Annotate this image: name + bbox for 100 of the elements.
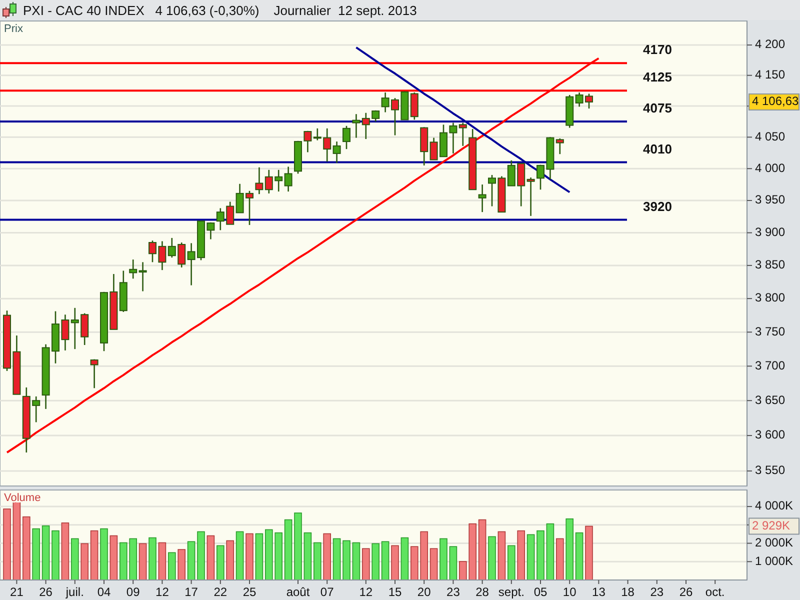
bar xyxy=(498,531,506,580)
y-tick-label: 4 000K xyxy=(755,498,794,513)
candlestick xyxy=(255,166,264,195)
bar xyxy=(430,548,438,580)
bar xyxy=(187,541,196,580)
candlestick xyxy=(332,140,341,164)
y-tick-label: 4 000 xyxy=(755,160,786,175)
bar xyxy=(304,532,312,580)
bar xyxy=(197,531,205,580)
bar xyxy=(526,534,535,580)
x-tick-label: 13 xyxy=(592,585,606,599)
text: 4 106,63 xyxy=(752,94,800,108)
bar xyxy=(449,546,458,580)
x-tick-label: juil. xyxy=(64,585,84,599)
x-tick-label: 25 xyxy=(242,585,256,599)
bar xyxy=(381,541,390,580)
x-tick-label: 26 xyxy=(679,585,693,599)
bar xyxy=(168,552,176,580)
x-tick-label: 18 xyxy=(621,585,635,599)
bar xyxy=(440,538,448,580)
bar xyxy=(575,532,584,580)
ref-line-label: 4010 xyxy=(643,141,672,156)
x-tick-label: oct. xyxy=(705,585,725,599)
y-tick-label: 3 950 xyxy=(755,192,786,207)
bar xyxy=(255,533,264,580)
candlestick xyxy=(410,92,418,120)
bar xyxy=(71,538,79,580)
candlestick xyxy=(129,258,138,280)
bar xyxy=(138,543,147,580)
bar xyxy=(110,535,118,580)
y-tick-label: 3 600 xyxy=(755,428,786,442)
x-tick-label: sept. xyxy=(498,585,524,599)
bar xyxy=(585,526,593,580)
candlestick xyxy=(352,113,360,138)
candlestick xyxy=(138,262,147,292)
bar xyxy=(352,542,360,580)
bar xyxy=(206,535,215,580)
bar xyxy=(536,530,544,580)
x-tick-label: 10 xyxy=(562,585,577,599)
ref-line-label: 4170 xyxy=(643,42,672,58)
bar xyxy=(226,540,234,580)
ref-line-label: 3920 xyxy=(643,198,672,214)
ref-line-label: 4125 xyxy=(643,70,672,85)
y-tick-label: 3 800 xyxy=(755,290,786,305)
y-tick-label: 2 000K xyxy=(755,535,794,550)
ref-line-label: 4075 xyxy=(643,100,672,116)
bar xyxy=(517,530,525,580)
bar xyxy=(362,548,370,580)
bar xyxy=(236,531,244,580)
bar xyxy=(546,523,554,580)
bar xyxy=(32,528,40,580)
x-tick-label: 21 xyxy=(10,585,24,599)
text: 2 929K xyxy=(752,518,790,532)
candlestick xyxy=(342,125,350,150)
bar xyxy=(323,533,331,580)
bar xyxy=(158,542,166,580)
bar xyxy=(61,522,70,580)
x-tick-label: 12 xyxy=(156,585,170,599)
bar xyxy=(488,536,496,580)
bar xyxy=(80,543,88,580)
candlestick xyxy=(556,138,564,155)
x-tick-label: août xyxy=(286,585,310,599)
x-tick-label: 12 xyxy=(359,585,373,599)
candlestick xyxy=(284,166,292,192)
y-tick-label: 3 700 xyxy=(755,358,786,372)
bar xyxy=(391,545,399,580)
y-tick-label: 3 750 xyxy=(755,324,786,338)
bar xyxy=(508,545,516,580)
bar xyxy=(400,537,409,580)
bar xyxy=(284,519,292,580)
x-tick-label: 07 xyxy=(320,585,334,599)
bar xyxy=(478,519,486,580)
bar xyxy=(100,528,108,580)
bar xyxy=(148,537,156,580)
x-tick-label: 26 xyxy=(39,585,53,599)
bar xyxy=(566,518,574,580)
y-tick-label: 4 200 xyxy=(755,37,786,52)
x-tick-label: 23 xyxy=(446,585,460,599)
candlestick xyxy=(420,126,428,166)
bar xyxy=(216,545,224,580)
y-tick-label: 3 850 xyxy=(755,258,786,272)
x-tick-label: 04 xyxy=(97,585,111,599)
chart-title: PXI - CAC 40 INDEX 4 106,63 (-0,30%) Journalier 12 sept. 2013 xyxy=(23,3,417,18)
bar xyxy=(332,538,341,580)
bar xyxy=(42,525,50,580)
bar xyxy=(178,549,186,580)
candlestick xyxy=(526,176,535,217)
y-tick-label: 3 550 xyxy=(755,463,786,478)
y-tick-label: 3 650 xyxy=(755,392,786,407)
candlestick xyxy=(90,358,98,389)
x-tick-label: 15 xyxy=(388,585,402,599)
y-axis-title: Prix xyxy=(4,23,24,35)
bar xyxy=(246,533,254,580)
bar xyxy=(314,542,322,580)
bar xyxy=(556,538,564,580)
x-tick-label: 17 xyxy=(184,585,198,599)
x-tick-label: 05 xyxy=(534,585,548,599)
x-tick-label: 20 xyxy=(417,585,432,599)
candlestick xyxy=(478,184,486,213)
bar xyxy=(52,530,60,580)
